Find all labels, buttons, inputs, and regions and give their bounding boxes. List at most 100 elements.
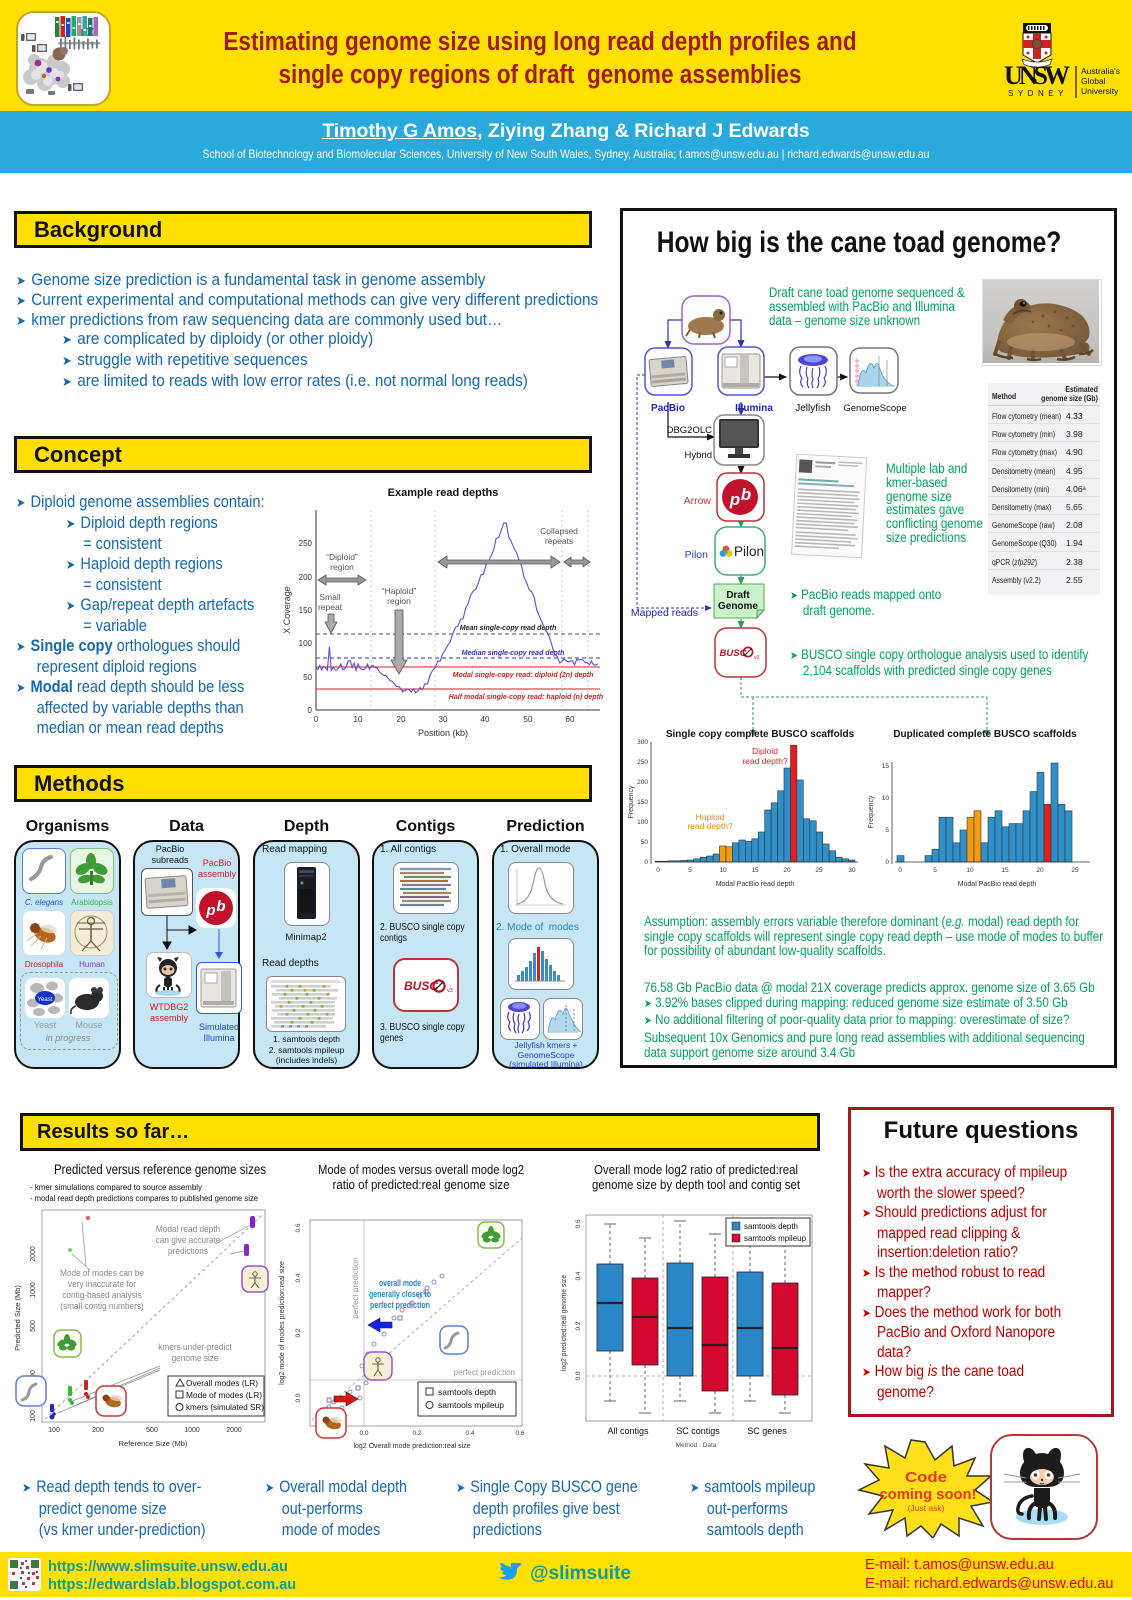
- svg-text:b: b: [741, 485, 751, 504]
- svg-text:15: 15: [882, 763, 890, 770]
- svg-text:2000: 2000: [30, 1246, 37, 1262]
- svg-text:150: 150: [637, 799, 648, 806]
- svg-text:30: 30: [439, 715, 448, 724]
- svg-text:5: 5: [688, 867, 692, 874]
- svg-text:Modal PacBio read depth: Modal PacBio read depth: [958, 881, 1037, 888]
- svg-text:PacBio: PacBio: [651, 403, 685, 414]
- svg-text:1000: 1000: [30, 1282, 37, 1298]
- svg-text:BUSC: BUSC: [404, 979, 438, 993]
- svg-text:samtools mpileup: samtools mpileup: [744, 1234, 807, 1243]
- svg-text:log2 predicted:real genome si: log2 predicted:real genome size: [561, 1275, 568, 1371]
- svg-text:0: 0: [314, 715, 319, 724]
- svg-text:2000: 2000: [226, 1427, 242, 1434]
- svg-text:250: 250: [299, 539, 313, 548]
- svg-text:Modal read depth: Modal read depth: [156, 1224, 220, 1234]
- svg-text:15: 15: [751, 867, 759, 874]
- svg-text:100: 100: [637, 819, 648, 826]
- svg-text:very inaccurate for: very inaccurate for: [68, 1279, 136, 1289]
- svg-text:Hybrid: Hybrid: [685, 450, 712, 461]
- svg-text:0: 0: [885, 859, 889, 866]
- svg-text:0.2: 0.2: [575, 1321, 582, 1330]
- svg-text:“Haploid”: “Haploid”: [382, 586, 417, 596]
- svg-text:20: 20: [1036, 867, 1044, 874]
- svg-text:40: 40: [481, 715, 490, 724]
- svg-text:0: 0: [656, 867, 660, 874]
- svg-text:log2 Overall mode prediction:r: log2 Overall mode prediction:real size: [353, 1443, 470, 1450]
- svg-text:Single copy complete BUSCO sca: Single copy complete BUSCO scaffolds: [666, 729, 855, 740]
- svg-text:50: 50: [303, 673, 312, 682]
- svg-text:samtools depth: samtools depth: [438, 1387, 496, 1397]
- svg-text:Australia's: Australia's: [1081, 66, 1120, 76]
- svg-text:Predicted versus reference gen: Predicted versus reference genome sizes: [54, 1162, 266, 1177]
- svg-text:20: 20: [397, 715, 406, 724]
- svg-text:Overall mode log2 ratio of pre: Overall mode log2 ratio of predicted:rea…: [594, 1163, 798, 1177]
- svg-text:10: 10: [354, 715, 363, 724]
- svg-text:coming soon!: coming soon!: [880, 1486, 977, 1503]
- svg-text:samtools mpileup: samtools mpileup: [438, 1400, 504, 1410]
- svg-text:DBG2OLC: DBG2OLC: [667, 425, 713, 436]
- svg-text:perfect prediction: perfect prediction: [370, 1300, 430, 1310]
- svg-text:Pilon: Pilon: [685, 549, 709, 561]
- svg-text:Mode of modes can be: Mode of modes can be: [60, 1268, 144, 1278]
- svg-text:50: 50: [641, 839, 649, 846]
- svg-text:0.4: 0.4: [465, 1430, 474, 1437]
- svg-text:Mode of modes versus overall m: Mode of modes versus overall mode log2: [318, 1163, 524, 1177]
- svg-text:samtools depth: samtools depth: [744, 1222, 798, 1231]
- svg-text:0.6: 0.6: [295, 1223, 302, 1232]
- svg-text:genome size: genome size: [172, 1353, 219, 1363]
- svg-text:Half modal single-copy read: h: Half modal single-copy read: haploid (n)…: [449, 694, 603, 701]
- svg-text:b: b: [216, 898, 225, 915]
- svg-text:Position (kb): Position (kb): [418, 728, 468, 738]
- svg-text:kmers under-predict: kmers under-predict: [158, 1342, 232, 1352]
- svg-text:200: 200: [92, 1427, 104, 1434]
- svg-text:SYDNEY: SYDNEY: [1008, 89, 1068, 98]
- svg-text:Arrow: Arrow: [684, 495, 712, 507]
- svg-text:Duplicated complete BUSCO scaf: Duplicated complete BUSCO scaffolds: [893, 729, 1077, 740]
- svg-text:Modal single-copy read: diploi: Modal single-copy read: diploid (2n) dep…: [453, 672, 594, 679]
- svg-text:Code: Code: [905, 1469, 947, 1486]
- svg-text:predictions: predictions: [168, 1246, 208, 1256]
- svg-text:read depth?: read depth?: [687, 821, 733, 831]
- svg-text:generally closer to: generally closer to: [369, 1289, 431, 1299]
- svg-text:Global: Global: [1081, 76, 1106, 86]
- svg-text:Predicted Size (Mb): Predicted Size (Mb): [13, 1285, 22, 1351]
- svg-text:repeats: repeats: [545, 536, 573, 546]
- svg-text:5: 5: [933, 867, 937, 874]
- svg-text:500: 500: [30, 1320, 37, 1332]
- svg-text:100: 100: [30, 1410, 37, 1422]
- svg-text:0.6: 0.6: [515, 1430, 524, 1437]
- svg-text:Diploid: Diploid: [752, 746, 778, 756]
- svg-text:read depth?: read depth?: [742, 756, 788, 766]
- svg-text:0: 0: [644, 859, 648, 866]
- svg-text:100: 100: [299, 639, 313, 648]
- svg-text:GenomeScope: GenomeScope: [843, 403, 906, 414]
- svg-text:Pilon: Pilon: [734, 544, 764, 559]
- svg-text:Jellyfish: Jellyfish: [795, 403, 831, 414]
- svg-text:SC genes: SC genes: [747, 1426, 787, 1436]
- svg-text:Frequency: Frequency: [628, 785, 635, 819]
- svg-text:200: 200: [637, 779, 648, 786]
- svg-text:University: University: [1081, 86, 1119, 96]
- svg-text:Collapsed: Collapsed: [540, 526, 578, 536]
- svg-text:v3: v3: [447, 988, 453, 994]
- svg-text:- kmer simulations compared to: - kmer simulations compared to source as…: [30, 1182, 203, 1192]
- svg-text:300: 300: [637, 739, 648, 746]
- svg-text:10: 10: [719, 867, 727, 874]
- svg-text:Mapped reads: Mapped reads: [631, 607, 698, 619]
- svg-text:0.0: 0.0: [575, 1371, 582, 1380]
- svg-text:perfect prediction: perfect prediction: [454, 1368, 515, 1377]
- svg-text:repeat: repeat: [318, 602, 343, 612]
- svg-text:Genome: Genome: [718, 601, 758, 612]
- svg-text:region: region: [387, 596, 411, 606]
- svg-text:p: p: [205, 902, 215, 919]
- svg-text:500: 500: [146, 1427, 158, 1434]
- svg-text:Median single-copy read depth: Median single-copy read depth: [462, 650, 565, 657]
- svg-text:kmers (simulated SR): kmers (simulated SR): [186, 1402, 264, 1412]
- svg-text:10: 10: [882, 795, 890, 802]
- svg-text:genome size by depth tool and: genome size by depth tool and contig set: [592, 1178, 800, 1192]
- svg-text:Reference Size (Mb): Reference Size (Mb): [119, 1439, 188, 1448]
- svg-text:10: 10: [966, 867, 974, 874]
- svg-text:(Just ask): (Just ask): [908, 1503, 945, 1513]
- svg-text:200: 200: [299, 573, 313, 582]
- svg-text:Draft: Draft: [726, 590, 750, 601]
